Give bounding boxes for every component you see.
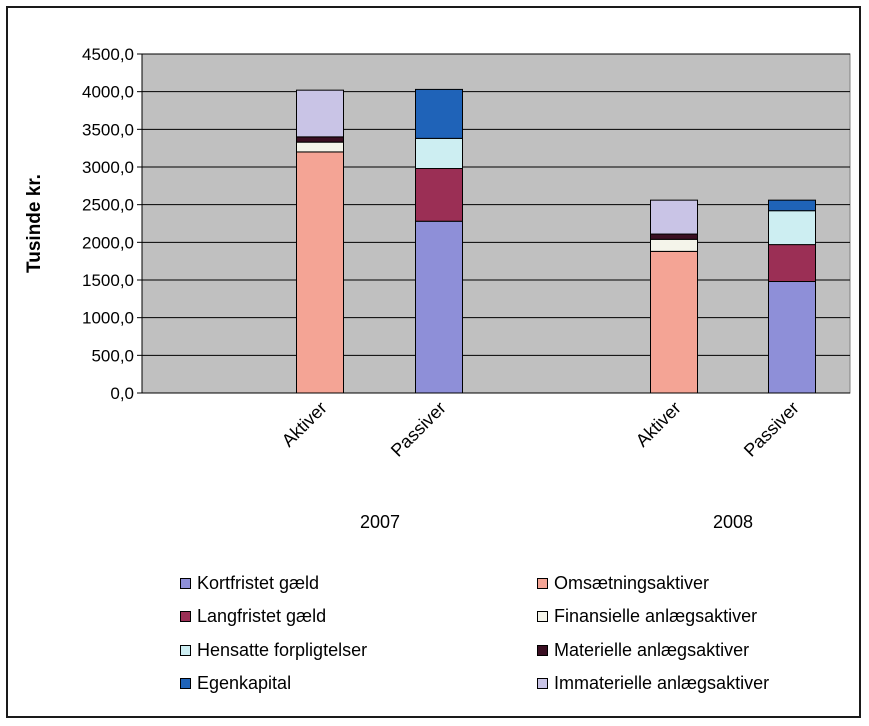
- x-category-label: Aktiver: [278, 398, 331, 451]
- bar-segment-finansielle-anl-gsaktiver: [650, 238, 698, 252]
- x-category-label: Passiver: [740, 398, 803, 461]
- bar-segment-finansielle-anl-gsaktiver: [296, 141, 344, 153]
- y-axis-label: Tusinde kr.: [24, 174, 45, 273]
- bar-segment-immaterielle-anl-gsaktiver: [296, 89, 344, 138]
- bar-segment-langfristet-g-ld: [768, 244, 816, 283]
- x-category-label: Passiver: [387, 398, 450, 461]
- bar-segment-egenkapital: [768, 199, 816, 212]
- bar-segment-materielle-anl-gsaktiver: [650, 233, 698, 240]
- x-category-label: Aktiver: [632, 398, 685, 451]
- bar-segment-hensatte-forpligtelser: [415, 137, 463, 170]
- x-group-label: 2007: [360, 512, 400, 532]
- y-tick-label: 2000,0: [82, 233, 134, 252]
- y-tick-label: 0,0: [110, 384, 134, 403]
- bar-segment-hensatte-forpligtelser: [768, 210, 816, 246]
- x-group-label: 2008: [713, 512, 753, 532]
- y-tick-label: 3000,0: [82, 158, 134, 177]
- bar-segment-kortfristet-g-ld: [768, 281, 816, 394]
- bar-segment-materielle-anl-gsaktiver: [296, 136, 344, 143]
- y-tick-label: 4500,0: [82, 45, 134, 64]
- bar-segment-egenkapital: [415, 88, 463, 139]
- y-tick-label: 1500,0: [82, 271, 134, 290]
- bar-segment-immaterielle-anl-gsaktiver: [650, 199, 698, 235]
- y-tick-label: 3500,0: [82, 120, 134, 139]
- bar-segment-kortfristet-g-ld: [415, 220, 463, 394]
- y-tick-label: 2500,0: [82, 196, 134, 215]
- y-tick-label: 4000,0: [82, 83, 134, 102]
- plot-area: [141, 53, 851, 394]
- bar-segment-oms-tningsaktiver: [650, 250, 698, 394]
- y-tick-label: 1000,0: [82, 309, 134, 328]
- bar-segment-langfristet-g-ld: [415, 168, 463, 222]
- bar-segment-oms-tningsaktiver: [296, 151, 344, 394]
- y-tick-label: 500,0: [91, 346, 134, 365]
